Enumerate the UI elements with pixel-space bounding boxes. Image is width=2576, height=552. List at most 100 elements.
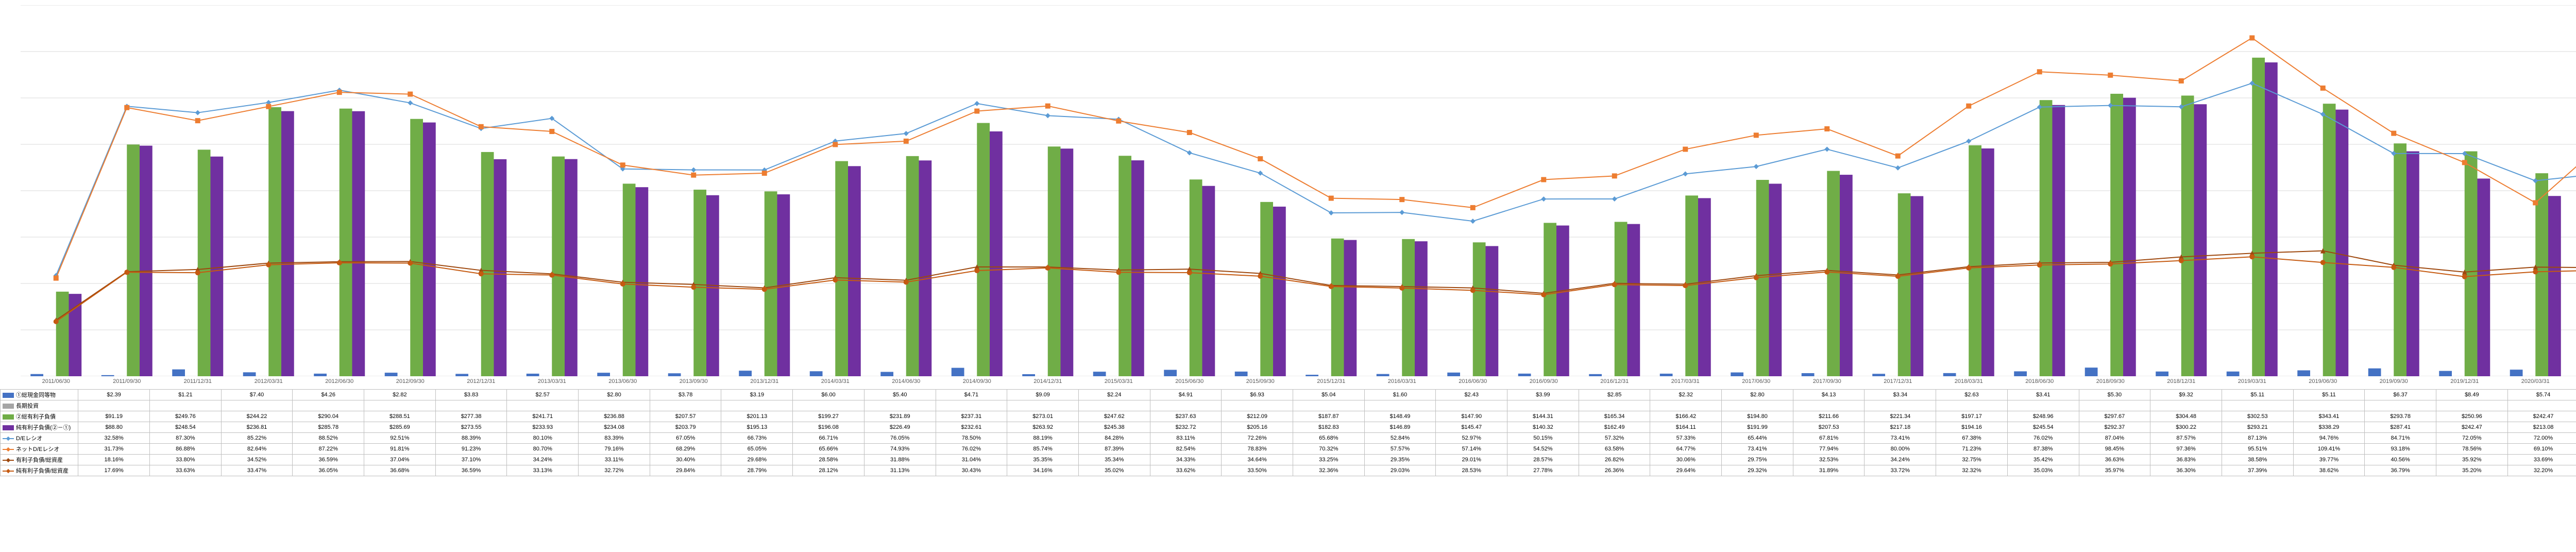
data-cell: 70.32% xyxy=(1293,444,1364,455)
x-tick-label: 2012/06/30 xyxy=(325,378,353,384)
data-cell: $145.47 xyxy=(1436,422,1507,433)
data-cell: $242.47 xyxy=(2436,422,2507,433)
data-cell: $237.63 xyxy=(1150,411,1222,422)
data-cell: 34.24% xyxy=(1865,455,1936,465)
bar xyxy=(101,375,114,376)
data-cell: 31.89% xyxy=(1793,465,1865,476)
x-tick-label: 2017/09/30 xyxy=(1813,378,1841,384)
data-cell: $292.37 xyxy=(2079,422,2150,433)
chart-container: (単位：百万USD) $0$50$100$150$200$250$300$350… xyxy=(0,0,2576,552)
data-cell: 94.76% xyxy=(2293,433,2365,444)
data-cell: $4.91 xyxy=(1150,390,1222,400)
data-cell: 32.58% xyxy=(78,433,150,444)
data-cell: 32.75% xyxy=(1936,455,2008,465)
data-cell: 32.20% xyxy=(2507,465,2576,476)
bar xyxy=(1943,373,1956,376)
data-cell: $194.80 xyxy=(1722,411,1793,422)
data-table: ①総現金同等物$2.39$1.21$7.40$4.26$2.82$3.83$2.… xyxy=(0,389,2576,476)
data-cell xyxy=(2293,400,2365,411)
row-label-text: ②総有利子負債 xyxy=(16,414,56,420)
data-cell: 33.11% xyxy=(579,455,650,465)
data-cell: $147.90 xyxy=(1436,411,1507,422)
data-cell: $4.26 xyxy=(293,390,364,400)
data-cell: 29.35% xyxy=(1364,455,1436,465)
data-cell: 33.62% xyxy=(1150,465,1222,476)
bar xyxy=(1802,373,1815,376)
data-cell: 35.35% xyxy=(1007,455,1079,465)
data-cell: $6.37 xyxy=(2365,390,2436,400)
data-cell: 86.88% xyxy=(149,444,221,455)
data-cell: $234.08 xyxy=(579,422,650,433)
bar xyxy=(2252,58,2265,376)
data-cell: $91.19 xyxy=(78,411,150,422)
data-cell: 40.56% xyxy=(2365,455,2436,465)
data-cell: 18.16% xyxy=(78,455,150,465)
x-tick-label: 2015/09/30 xyxy=(1246,378,1275,384)
bar xyxy=(2227,372,2240,376)
data-cell: $2.57 xyxy=(507,390,579,400)
bar xyxy=(1260,202,1273,376)
data-cell: $212.09 xyxy=(1222,411,1293,422)
bar xyxy=(243,372,256,376)
data-cell: 57.14% xyxy=(1436,444,1507,455)
data-cell: $285.69 xyxy=(364,422,436,433)
data-cell: 67.38% xyxy=(1936,433,2008,444)
data-cell: 17.69% xyxy=(78,465,150,476)
data-cell: $1.21 xyxy=(149,390,221,400)
x-tick-label: 2011/06/30 xyxy=(42,378,70,384)
data-cell: 98.45% xyxy=(2079,444,2150,455)
data-cell: $2.82 xyxy=(364,390,436,400)
bar xyxy=(211,157,224,376)
data-cell: $194.16 xyxy=(1936,422,2008,433)
x-tick-label: 2018/09/30 xyxy=(2096,378,2125,384)
row-label-cell: 純有利子負債(②－①) xyxy=(1,422,78,433)
data-cell: 38.62% xyxy=(2293,465,2365,476)
data-cell: 26.36% xyxy=(1579,465,1650,476)
bar xyxy=(1093,372,1106,376)
bar xyxy=(623,183,636,376)
bar xyxy=(1872,374,1885,376)
data-cell: $3.41 xyxy=(2007,390,2079,400)
data-cell: 82.64% xyxy=(221,444,293,455)
data-cell: 68.29% xyxy=(650,444,721,455)
data-cell: $248.96 xyxy=(2007,411,2079,422)
data-cell: 85.22% xyxy=(221,433,293,444)
data-cell: $5.11 xyxy=(2293,390,2365,400)
data-cell: $144.31 xyxy=(1507,411,1579,422)
data-cell: 87.22% xyxy=(293,444,364,455)
bar xyxy=(990,131,1003,376)
data-cell xyxy=(579,400,650,411)
table-row: ①総現金同等物$2.39$1.21$7.40$4.26$2.82$3.83$2.… xyxy=(1,390,2576,400)
data-cell: $3.99 xyxy=(1507,390,1579,400)
data-cell: 37.04% xyxy=(364,455,436,465)
bar xyxy=(455,374,468,376)
data-cell: $293.21 xyxy=(2222,422,2293,433)
bar xyxy=(127,144,140,376)
bar xyxy=(1402,239,1415,376)
data-cell: 35.34% xyxy=(1078,455,1150,465)
data-cell: 27.78% xyxy=(1507,465,1579,476)
data-cell: 73.41% xyxy=(1865,433,1936,444)
data-cell: 36.59% xyxy=(435,465,507,476)
data-cell: 36.83% xyxy=(2150,455,2222,465)
data-cell: $148.49 xyxy=(1364,411,1436,422)
data-cell: $226.49 xyxy=(864,422,936,433)
bar xyxy=(977,123,990,376)
data-cell: 35.42% xyxy=(2007,455,2079,465)
bar xyxy=(1235,372,1248,376)
x-tick-label: 2014/09/30 xyxy=(963,378,991,384)
bar xyxy=(2406,152,2419,376)
bar xyxy=(527,374,539,376)
bar xyxy=(668,373,681,376)
bar xyxy=(2040,100,2053,376)
data-cell xyxy=(2079,400,2150,411)
data-cell: $297.67 xyxy=(2079,411,2150,422)
bar xyxy=(1377,374,1389,376)
legend-swatch xyxy=(3,460,14,461)
data-cell xyxy=(793,400,865,411)
bar xyxy=(1589,374,1602,376)
data-cell: 92.51% xyxy=(364,433,436,444)
bar xyxy=(2110,94,2123,376)
x-tick-label: 2012/03/31 xyxy=(255,378,283,384)
data-cell: 29.75% xyxy=(1722,455,1793,465)
